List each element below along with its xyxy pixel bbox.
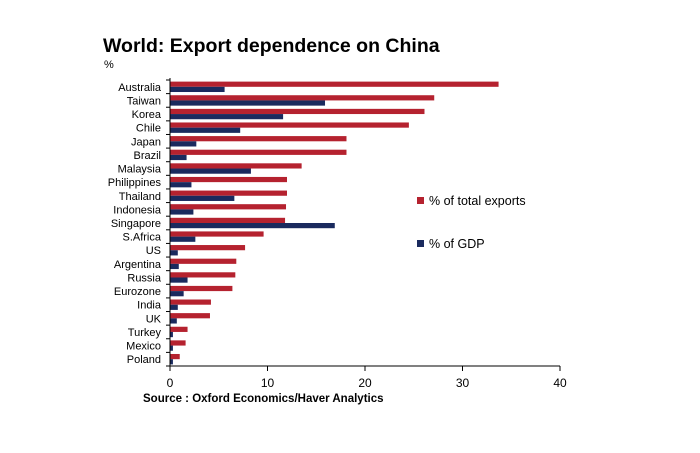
bar-gdp [170, 304, 178, 310]
category-label: Poland [127, 354, 161, 366]
category-label: Argentina [114, 259, 162, 271]
category-label: S.Africa [122, 232, 161, 244]
x-tick-label: 0 [167, 376, 174, 390]
category-label: Philippines [108, 177, 162, 189]
bar-total-exports [170, 217, 286, 223]
unit-label: % [104, 59, 114, 71]
category-label: Indonesia [113, 204, 162, 216]
category-label: Korea [132, 109, 162, 121]
bar-total-exports [170, 136, 347, 142]
legend-swatch [417, 197, 424, 204]
bar-gdp [170, 114, 284, 120]
bar-gdp [170, 141, 197, 147]
bar-total-exports [170, 95, 435, 101]
legend-swatch [417, 240, 424, 247]
bar-total-exports [170, 258, 237, 264]
bar-total-exports [170, 340, 186, 346]
category-label: UK [146, 313, 162, 325]
bar-total-exports [170, 231, 264, 237]
category-label: Taiwan [127, 95, 161, 107]
category-label: Turkey [128, 327, 162, 339]
bar-gdp [170, 100, 326, 106]
x-tick-label: 10 [261, 376, 275, 390]
bar-total-exports [170, 81, 499, 87]
category-label: Russia [127, 272, 162, 284]
category-label: Japan [131, 136, 161, 148]
category-label: Eurozone [114, 286, 161, 298]
bar-total-exports [170, 272, 236, 278]
bar-total-exports [170, 313, 210, 319]
category-label: Chile [136, 123, 161, 135]
bar-gdp [170, 236, 196, 242]
legend-label: % of total exports [429, 194, 526, 208]
bar-total-exports [170, 299, 211, 305]
bar-total-exports [170, 190, 287, 196]
category-label: Thailand [119, 191, 161, 203]
bar-gdp [170, 154, 187, 161]
bar-gdp [170, 318, 177, 324]
bar-total-exports [170, 353, 180, 360]
x-tick-label: 30 [456, 376, 470, 390]
bar-total-exports [170, 163, 302, 169]
bar-gdp [170, 345, 173, 351]
bar-gdp [170, 195, 235, 201]
source-note: Source : Oxford Economics/Haver Analytic… [143, 393, 384, 405]
bar-total-exports [170, 108, 425, 115]
legend-label: % of GDP [429, 237, 485, 251]
x-tick-label: 40 [553, 376, 567, 390]
bar-total-exports [170, 245, 246, 251]
bar-gdp [170, 86, 225, 93]
category-label: Brazil [133, 150, 161, 162]
category-label: Singapore [111, 218, 161, 230]
bar-gdp [170, 331, 173, 338]
bar-total-exports [170, 326, 188, 332]
bar-gdp [170, 263, 179, 270]
bar-gdp [170, 223, 335, 229]
bar-gdp [170, 291, 184, 297]
bar-total-exports [170, 176, 287, 183]
bar-gdp [170, 209, 194, 215]
bar-gdp [170, 277, 188, 283]
bar-total-exports [170, 149, 347, 155]
chart-title: World: Export dependence on China [103, 35, 440, 57]
category-label: Australia [118, 82, 162, 94]
bar-total-exports [170, 122, 409, 128]
category-label: India [137, 300, 162, 312]
x-tick-label: 20 [358, 376, 372, 390]
category-label: Malaysia [118, 164, 162, 176]
bar-gdp [170, 250, 178, 256]
category-label: US [146, 245, 161, 257]
category-label: Mexico [126, 341, 161, 353]
bar-total-exports [170, 285, 233, 292]
bar-total-exports [170, 204, 287, 210]
bar-gdp [170, 359, 173, 365]
bar-gdp [170, 182, 192, 188]
bar-gdp [170, 127, 241, 133]
bar-gdp [170, 168, 251, 174]
